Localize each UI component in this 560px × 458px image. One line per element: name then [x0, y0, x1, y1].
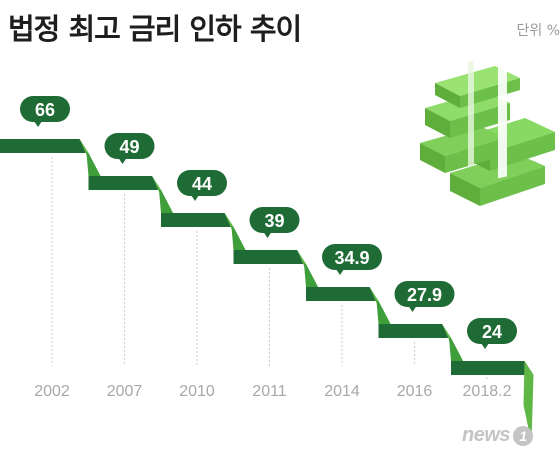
badge-bg-3	[249, 207, 300, 233]
badge-pointer-4	[336, 269, 344, 275]
year-label-3: 2011	[252, 383, 287, 400]
badge-bg-5	[394, 281, 455, 307]
value-badge-4: 34.9	[322, 244, 382, 275]
value-label-5: 27.9	[407, 285, 442, 305]
value-badge-3: 39	[249, 207, 300, 238]
step-3	[233, 250, 306, 264]
badge-bg-0	[20, 96, 70, 122]
riser-shadow-0	[86, 153, 101, 176]
value-badge-5: 27.9	[394, 281, 455, 312]
year-labels: 2002 2007 2010 2011 2014 2016 2018.2	[34, 383, 511, 400]
grid-lines	[51, 157, 488, 379]
step-4	[306, 287, 379, 301]
badge-bg-6	[467, 318, 517, 344]
badge-bg-1	[104, 133, 155, 159]
badge-bg-4	[322, 244, 382, 270]
step-6	[451, 361, 534, 375]
value-labels: 66 49 44 39 34.9 27.9 24	[20, 96, 517, 349]
year-label-0: 2002	[34, 383, 70, 400]
year-label-5: 2016	[397, 383, 433, 400]
riser-shadow-3	[304, 264, 318, 287]
chart-title: 법정 최고 금리 인하 추이	[8, 12, 302, 46]
year-label-4: 2014	[324, 383, 360, 400]
badge-pointer-1	[118, 158, 127, 164]
money-stack-icon	[420, 56, 555, 206]
drop-end	[523, 361, 534, 443]
unit-label: 단위 %	[516, 23, 560, 39]
value-label-1: 49	[119, 137, 139, 157]
step-1	[88, 176, 161, 190]
value-label-2: 44	[192, 174, 212, 194]
step-2	[161, 213, 234, 227]
year-label-2: 2010	[179, 383, 215, 400]
step-5	[378, 324, 451, 338]
value-label-4: 34.9	[334, 248, 369, 268]
value-label-6: 24	[482, 322, 502, 342]
step-0	[0, 139, 89, 153]
badge-pointer-6	[481, 343, 489, 349]
value-badge-0: 66	[20, 96, 70, 127]
riser-shadow-5	[449, 338, 463, 361]
year-label-1: 2007	[107, 383, 143, 400]
staircase	[0, 139, 534, 443]
value-badge-6: 24	[467, 318, 517, 349]
news1-logo: news 1	[462, 424, 534, 447]
badge-bg-2	[177, 170, 227, 196]
badge-pointer-0	[34, 121, 42, 127]
value-badge-1: 49	[104, 133, 155, 164]
riser-shadow-1	[159, 190, 173, 213]
riser-shadow-2	[231, 227, 246, 250]
badge-pointer-3	[263, 232, 272, 238]
value-label-3: 39	[264, 211, 284, 231]
year-label-6: 2018.2	[463, 383, 512, 400]
value-badge-2: 44	[177, 170, 227, 201]
badge-pointer-2	[191, 195, 199, 201]
badge-pointer-5	[408, 306, 417, 312]
value-label-0: 66	[35, 100, 55, 120]
riser-shadow-4	[376, 301, 391, 324]
